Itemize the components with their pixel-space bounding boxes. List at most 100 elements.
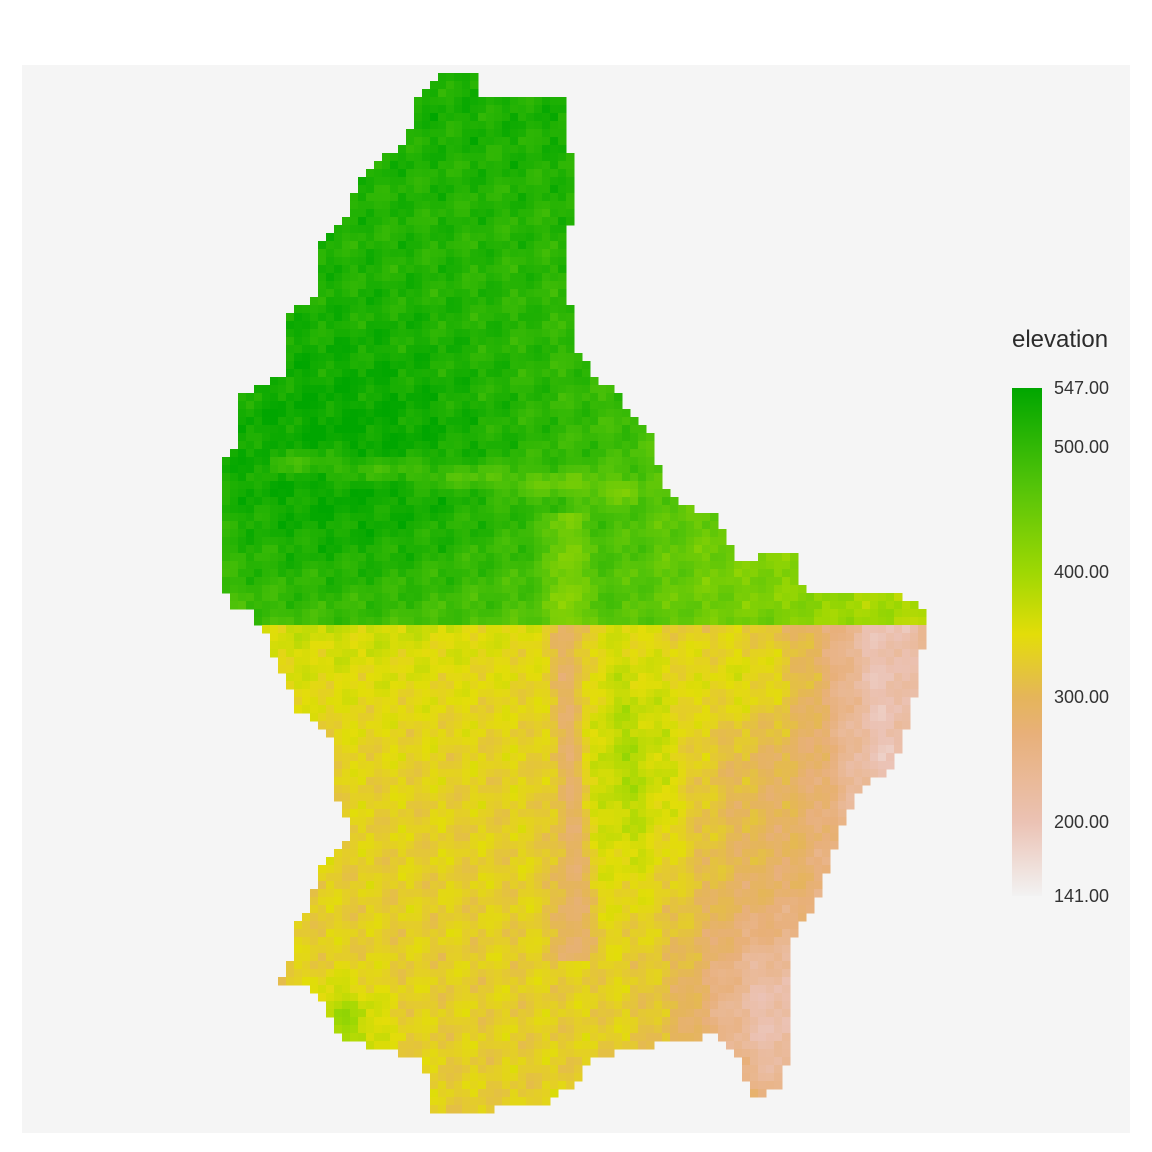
elevation-cell (782, 761, 791, 770)
elevation-cell (454, 641, 463, 650)
elevation-cell (454, 529, 463, 538)
elevation-cell (366, 529, 375, 538)
elevation-cell (494, 433, 503, 442)
elevation-cell (702, 801, 711, 810)
elevation-cell (734, 769, 743, 778)
elevation-cell (454, 161, 463, 170)
elevation-cell (590, 665, 599, 674)
elevation-cell (510, 569, 519, 578)
elevation-cell (502, 329, 511, 338)
elevation-cell (430, 361, 439, 370)
elevation-cell (774, 817, 783, 826)
elevation-cell (278, 529, 287, 538)
elevation-cell (742, 713, 751, 722)
elevation-cell (478, 361, 487, 370)
elevation-cell (534, 281, 543, 290)
elevation-cell (630, 697, 639, 706)
elevation-cell (334, 433, 343, 442)
elevation-cell (390, 353, 399, 362)
elevation-cell (262, 417, 271, 426)
elevation-cell (430, 777, 439, 786)
elevation-cell (726, 585, 735, 594)
elevation-cell (526, 289, 535, 298)
elevation-cell (766, 657, 775, 666)
elevation-cell (670, 569, 679, 578)
elevation-cell (246, 593, 255, 602)
elevation-cell (326, 361, 335, 370)
elevation-cell (686, 521, 695, 530)
elevation-map[interactable] (22, 65, 1130, 1133)
elevation-cell (254, 601, 263, 610)
elevation-cell (414, 257, 423, 266)
elevation-cell (414, 681, 423, 690)
elevation-cell (478, 721, 487, 730)
elevation-cell (478, 657, 487, 666)
elevation-cell (286, 569, 295, 578)
elevation-cell (390, 265, 399, 274)
elevation-cell (822, 697, 831, 706)
elevation-cell (662, 697, 671, 706)
elevation-cell (630, 625, 639, 634)
elevation-cell (470, 281, 479, 290)
elevation-cell (702, 673, 711, 682)
elevation-cell (438, 481, 447, 490)
elevation-cell (502, 793, 511, 802)
elevation-cell (534, 185, 543, 194)
elevation-cell (358, 641, 367, 650)
elevation-cell (582, 569, 591, 578)
elevation-cell (646, 849, 655, 858)
elevation-cell (478, 833, 487, 842)
elevation-cell (526, 649, 535, 658)
elevation-cell (278, 641, 287, 650)
elevation-cell (278, 513, 287, 522)
elevation-cell (726, 657, 735, 666)
elevation-cell (606, 465, 615, 474)
elevation-cell (406, 185, 415, 194)
elevation-cell (390, 161, 399, 170)
elevation-cell (766, 745, 775, 754)
elevation-cell (734, 825, 743, 834)
elevation-cell (558, 521, 567, 530)
elevation-cell (382, 785, 391, 794)
elevation-cell (518, 713, 527, 722)
elevation-cell (622, 657, 631, 666)
elevation-cell (598, 705, 607, 714)
elevation-cell (582, 489, 591, 498)
elevation-cell (750, 657, 759, 666)
elevation-cell (662, 529, 671, 538)
elevation-cell (382, 425, 391, 434)
elevation-cell (470, 601, 479, 610)
elevation-cell (358, 393, 367, 402)
elevation-cell (406, 305, 415, 314)
elevation-cell (414, 457, 423, 466)
elevation-cell (710, 569, 719, 578)
elevation-cell (374, 305, 383, 314)
elevation-cell (566, 161, 575, 170)
elevation-cell (518, 585, 527, 594)
elevation-cell (478, 505, 487, 514)
elevation-cell (286, 489, 295, 498)
elevation-cell (486, 185, 495, 194)
elevation-cell (374, 361, 383, 370)
elevation-cell (758, 617, 767, 626)
elevation-cell (502, 513, 511, 522)
elevation-cell (398, 513, 407, 522)
elevation-cell (454, 785, 463, 794)
elevation-cell (758, 633, 767, 642)
elevation-cell (550, 673, 559, 682)
elevation-cell (502, 689, 511, 698)
elevation-cell (398, 633, 407, 642)
elevation-cell (606, 697, 615, 706)
elevation-cell (414, 145, 423, 154)
elevation-cell (494, 337, 503, 346)
elevation-cell (686, 529, 695, 538)
elevation-cell (382, 153, 391, 162)
elevation-cell (510, 121, 519, 130)
elevation-cell (878, 657, 887, 666)
elevation-cell (478, 601, 487, 610)
elevation-cell (494, 649, 503, 658)
elevation-cell (430, 257, 439, 266)
elevation-cell (430, 417, 439, 426)
elevation-cell (382, 305, 391, 314)
elevation-cell (558, 153, 567, 162)
